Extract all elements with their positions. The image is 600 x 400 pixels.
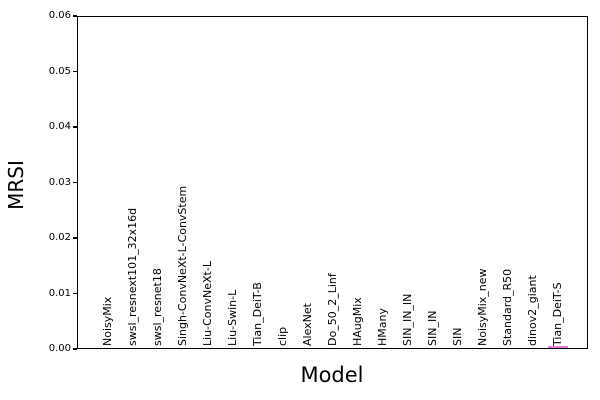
x-tick-label: HMany [376, 308, 389, 346]
x-tick-label: Do_50_2_Linf [326, 273, 339, 346]
y-tick-mark [73, 237, 77, 239]
y-tick-mark [73, 181, 77, 184]
x-tick-label: HAugMix [351, 297, 364, 346]
x-tick-label: SIN [451, 327, 464, 346]
bar-Tian_DeiT-S [547, 345, 568, 348]
x-tick-label: NoisyMix_new [476, 268, 489, 346]
x-tick-label: Singh-ConvNeXt-L-ConvStem [176, 185, 189, 346]
x-tick-label: AlexNet [301, 303, 314, 346]
y-tick-mark [73, 292, 77, 295]
y-tick-label: 0.04 [48, 121, 71, 132]
y-tick-mark [73, 348, 77, 350]
x-axis-title: Model [300, 363, 364, 387]
x-tick-label: swsl_resnet18 [151, 268, 164, 346]
x-tick-label: SIN_IN_IN [401, 293, 414, 346]
y-tick-label: 0.05 [48, 65, 71, 77]
plot-area: NoisyMix swsl_resnext101_32x16d swsl_resne… [77, 16, 588, 349]
y-tick-label: 0.03 [48, 176, 71, 188]
y-tick-label: 0.02 [48, 232, 71, 243]
x-tick-label: Tian_DeiT-S [551, 282, 564, 346]
x-tick-label: Standard_R50 [501, 268, 514, 346]
y-tick-label: 0.00 [48, 343, 71, 354]
x-tick-label: Tian_DeiT-B [251, 282, 264, 346]
y-tick-label: 0.06 [48, 10, 71, 21]
y-tick-mark [73, 126, 77, 128]
y-tick-mark [73, 70, 77, 73]
x-tick-label: SIN_IN [426, 310, 439, 346]
y-tick-label: 0.01 [48, 287, 71, 299]
x-tick-label: Liu-Swin-L [226, 289, 239, 346]
x-tick-label: clip [276, 326, 289, 346]
x-tick-label: NoisyMix [101, 296, 114, 346]
x-tick-label: dinov2_giant [526, 275, 539, 346]
y-tick-mark [73, 15, 77, 17]
x-tick-label: Liu-ConvNeXt-L [201, 261, 214, 346]
x-tick-label: swsl_resnext101_32x16d [126, 207, 139, 346]
